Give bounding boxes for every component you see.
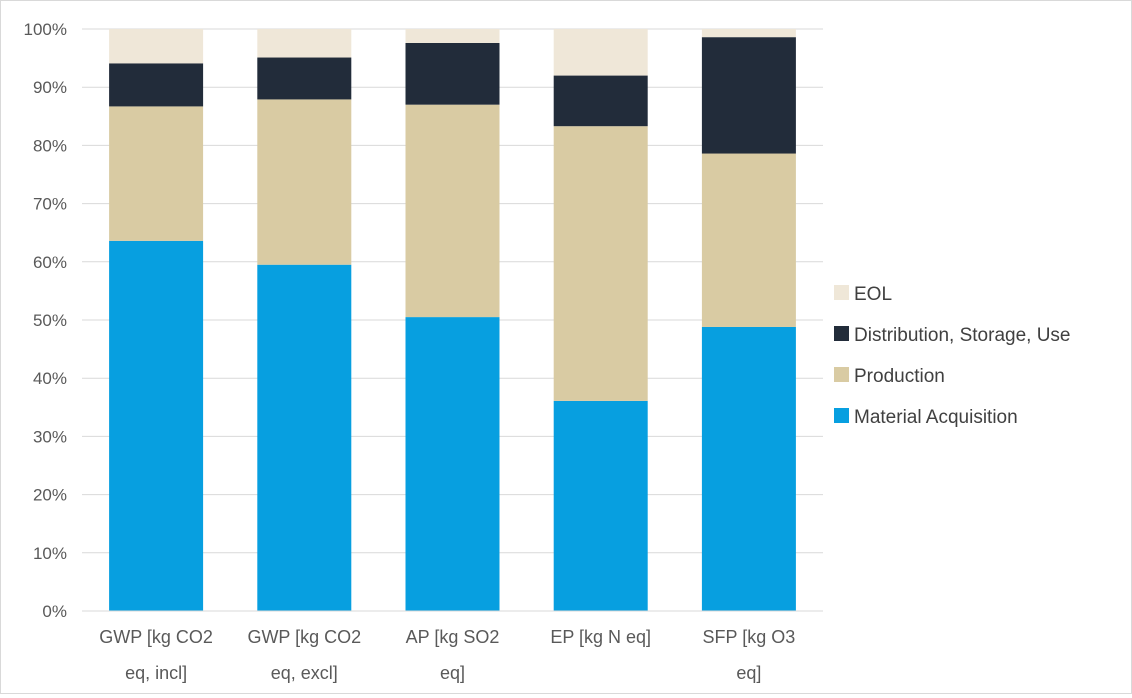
x-tick-label: eq]: [440, 663, 465, 683]
y-tick-label: 90%: [33, 78, 67, 97]
x-tick-label: EP [kg N eq]: [550, 627, 651, 647]
y-tick-label: 30%: [33, 427, 67, 446]
bar-segment: [257, 99, 352, 265]
x-tick-label: eq, excl]: [271, 663, 338, 683]
bar-segment: [257, 29, 352, 58]
y-tick-label: 10%: [33, 544, 67, 563]
bar-segment: [553, 75, 648, 127]
y-tick-label: 20%: [33, 486, 67, 505]
bar-segment: [405, 317, 500, 611]
bar-segment: [405, 29, 500, 43]
legend-swatch: [834, 326, 849, 341]
legend-swatch: [834, 367, 849, 382]
bar-segment: [701, 37, 796, 154]
x-tick-label: eq, incl]: [125, 663, 187, 683]
bar-segment: [109, 240, 204, 611]
bar-segment: [553, 29, 648, 76]
y-tick-label: 40%: [33, 369, 67, 388]
bar-segment: [109, 29, 204, 64]
bar-segment: [109, 63, 204, 107]
legend-label: EOL: [854, 284, 892, 305]
x-tick-label: AP [kg SO2: [406, 627, 500, 647]
y-tick-label: 0%: [42, 602, 67, 621]
y-axis: 0% 10% 20% 30% 40% 50% 60% 70% 80% 90% 100%: [24, 20, 67, 621]
bar-segment: [553, 126, 648, 401]
bar-segment: [109, 106, 204, 241]
x-tick-label: GWP [kg CO2: [99, 627, 213, 647]
bar-segment: [701, 326, 796, 611]
bar-segment: [553, 400, 648, 611]
legend-swatch: [834, 408, 849, 423]
bars: [109, 29, 796, 611]
bar-segment: [257, 264, 352, 611]
bar-segment: [257, 57, 352, 100]
x-tick-label: eq]: [736, 663, 761, 683]
x-tick-label: GWP [kg CO2: [247, 627, 361, 647]
legend-label: Material Acquisition: [854, 407, 1018, 428]
y-tick-label: 70%: [33, 195, 67, 214]
x-axis: GWP [kg CO2 eq, incl] GWP [kg CO2 eq, excl]…: [82, 610, 823, 683]
bar-segment: [701, 29, 796, 38]
x-tick-label: SFP [kg O3: [703, 627, 796, 647]
legend-swatch: [834, 285, 849, 300]
y-tick-label: 80%: [33, 136, 67, 155]
bar-segment: [405, 42, 500, 105]
bar-segment: [405, 104, 500, 318]
legend-label: Distribution, Storage, Use: [854, 325, 1071, 346]
bar-segment: [701, 153, 796, 327]
y-tick-label: 50%: [33, 311, 67, 330]
legend: EOL Distribution, Storage, Use Production M…: [834, 284, 1071, 428]
y-tick-label: 100%: [24, 20, 67, 39]
y-tick-label: 60%: [33, 253, 67, 272]
legend-label: Production: [854, 366, 945, 387]
